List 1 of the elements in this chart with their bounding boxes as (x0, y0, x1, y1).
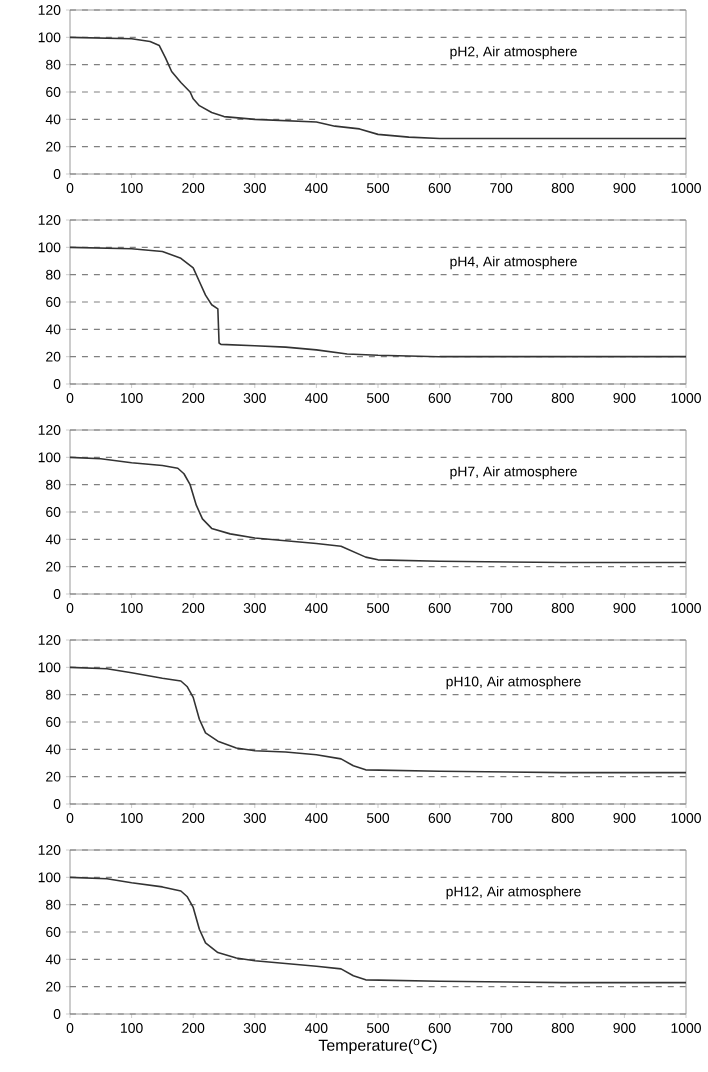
line-series (69, 666, 687, 774)
